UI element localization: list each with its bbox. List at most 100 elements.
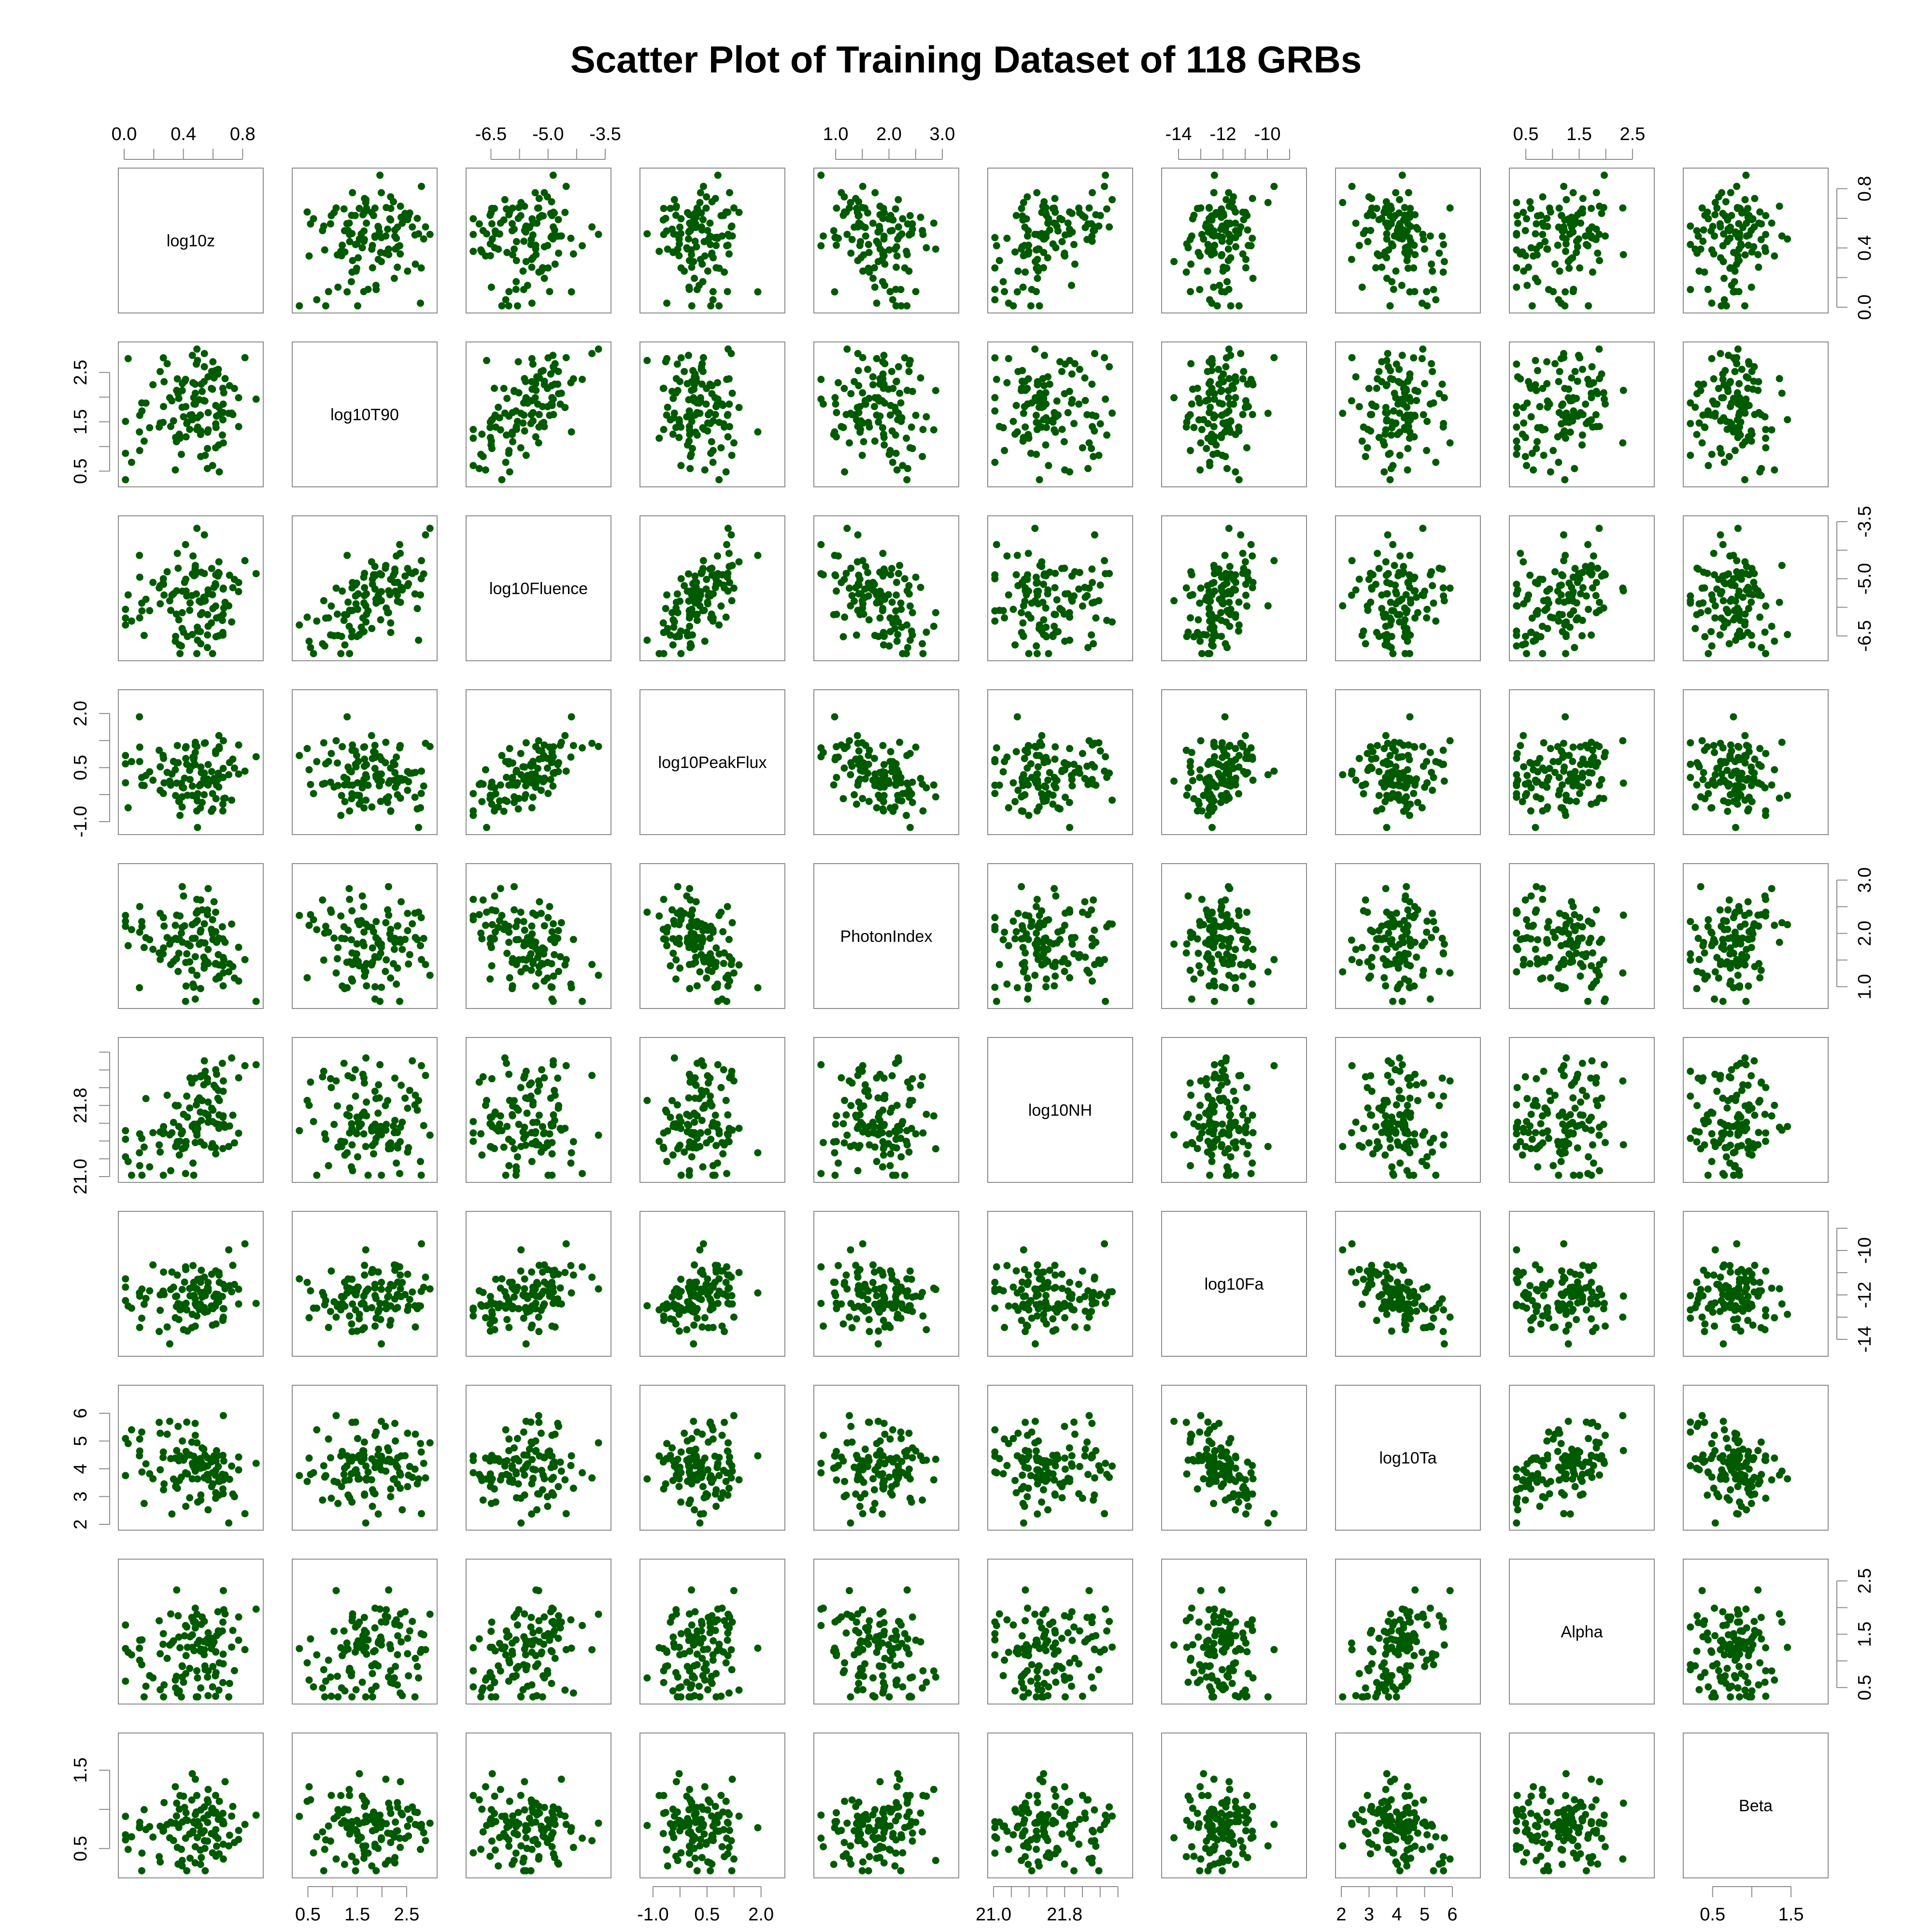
data-point [723,997,731,1005]
data-point [1020,252,1027,259]
data-point [567,753,575,761]
data-point [1042,753,1050,761]
data-point [528,215,536,223]
data-point [344,227,352,234]
panel-log10z-vs-log10PeakFlux [639,168,785,313]
data-point [1439,268,1447,276]
data-point [847,565,855,572]
data-point [513,302,521,310]
data-point [1194,616,1202,624]
data-point [1701,746,1708,754]
data-point [1011,248,1019,256]
data-point [1538,623,1546,630]
data-point [1195,800,1203,808]
data-point [339,242,346,249]
data-point [1092,412,1100,420]
data-point [887,571,895,579]
data-point [881,282,889,289]
data-point [1061,967,1068,975]
data-point [1088,381,1096,388]
data-point [229,584,237,592]
data-point [595,971,602,979]
data-point [1588,631,1595,639]
data-point [509,428,516,436]
data-point [1387,202,1394,210]
data-point [1704,781,1712,789]
data-point [899,790,907,797]
data-point [166,394,173,401]
data-point [1339,602,1347,610]
panel-frame [1335,168,1481,313]
data-point [1033,642,1040,650]
data-point [1532,824,1539,831]
data-point [709,447,717,455]
data-point [1578,769,1586,777]
data-point [1402,215,1410,223]
data-point [724,433,732,440]
data-point [686,911,694,919]
data-point [1758,781,1765,788]
data-point [1227,757,1235,765]
data-point [1528,302,1536,310]
panel-log10PeakFlux-vs-log10T90 [292,689,438,835]
data-point [505,447,513,455]
data-point [1392,189,1400,197]
data-point [173,375,181,383]
data-point [529,254,537,262]
data-point [1249,274,1257,282]
data-point [884,777,892,784]
data-point [189,552,197,560]
data-point [1771,252,1778,260]
data-point [235,394,242,401]
data-point [677,916,685,923]
data-point [923,628,930,636]
data-point [1106,570,1113,577]
data-point [858,739,866,747]
data-point [197,640,205,648]
data-point [1373,807,1380,815]
data-point [991,617,999,625]
data-point [1745,605,1752,612]
data-point [1406,416,1414,424]
data-point [160,944,168,952]
data-point [858,452,866,459]
data-point [1578,366,1586,373]
data-point [1374,550,1381,557]
data-point [1565,215,1573,223]
data-point [820,232,827,240]
data-point [728,222,736,230]
panel-log10T90-vs-log10NH [987,341,1133,487]
data-point [693,982,701,990]
data-point [1382,219,1390,227]
data-point [897,286,905,293]
data-point [1428,360,1435,368]
data-point [479,453,487,460]
data-point [1237,531,1245,539]
data-point [122,621,129,629]
data-point [1601,232,1609,240]
data-point [122,779,129,787]
data-point [1771,638,1778,645]
data-point [252,395,260,403]
data-point [1738,568,1746,576]
data-point [1206,650,1214,657]
data-point [701,638,709,645]
data-point [1235,302,1243,310]
data-point [846,584,853,592]
data-point [1021,403,1028,411]
data-point [1235,790,1242,797]
data-point [1210,230,1218,238]
data-point [1226,219,1234,227]
data-point [888,565,895,572]
data-point [179,380,186,387]
data-point [1060,438,1068,445]
data-point [1411,743,1419,751]
data-point [1189,777,1196,784]
panel-frame [1509,168,1655,313]
data-point [1711,781,1719,789]
data-point [1046,380,1053,388]
data-point [871,284,879,291]
panel-log10z-vs-log10Ta [1335,168,1481,313]
data-point [531,189,539,197]
data-point [209,777,216,784]
